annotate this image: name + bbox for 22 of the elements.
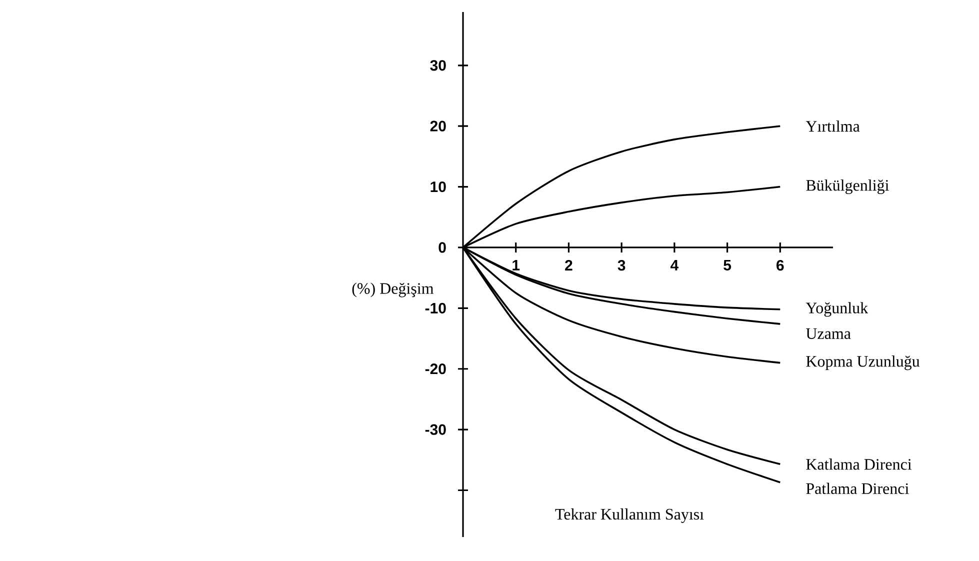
series-label: Bükülgenliği [806, 180, 889, 194]
y-tick-label: 20 [430, 120, 446, 132]
x-axis-title: Tekrar Kullanım Sayısı [555, 508, 704, 523]
x-tick-label: 3 [618, 260, 626, 271]
x-tick-label: 5 [724, 260, 732, 270]
y-tick-label: 30 [430, 60, 446, 71]
x-tick-label: 2 [565, 260, 572, 270]
y-tick-label: -30 [425, 424, 446, 435]
x-tick-label: 4 [670, 260, 679, 270]
series-label: Katlama Direnci [806, 458, 912, 470]
y-tick-label: 0 [438, 242, 446, 253]
series-label: Kopma Uzunluğu [806, 356, 920, 370]
series-label: Yoğunluk [806, 302, 868, 317]
y-axis-title: (%) Değişim [352, 282, 434, 298]
y-tick-label: -10 [425, 302, 446, 314]
series-label: Yırtılma [806, 120, 860, 132]
y-tick-label: -20 [425, 364, 446, 374]
series-label: Uzama [806, 328, 851, 339]
x-tick-label: 6 [776, 260, 784, 271]
x-tick-label: 1 [512, 260, 520, 270]
y-tick-label: 10 [430, 181, 446, 192]
series-label: Patlama Direnci [806, 482, 909, 494]
